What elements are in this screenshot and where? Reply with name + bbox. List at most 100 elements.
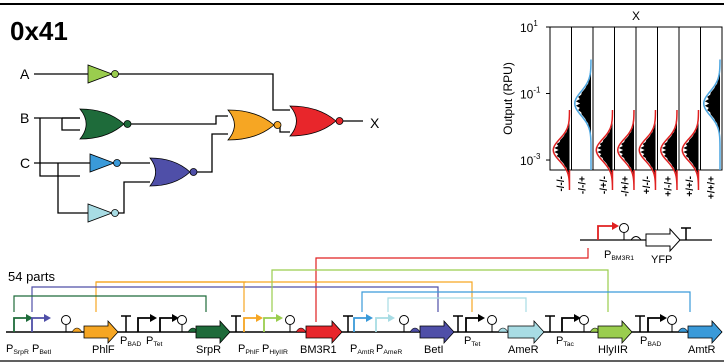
page-title: 0x41 bbox=[10, 16, 68, 46]
promoter-arrowhead bbox=[172, 314, 179, 322]
promoter-arrowhead bbox=[256, 314, 263, 322]
fitted-distribution bbox=[573, 59, 592, 171]
state-label: +/-/+ bbox=[663, 176, 674, 197]
inversion-bubble bbox=[123, 120, 132, 128]
input-b-label: B bbox=[20, 110, 29, 126]
nor-gate-dark-green bbox=[79, 108, 132, 140]
construct-label: AmtR bbox=[688, 344, 716, 356]
gate-body bbox=[87, 64, 114, 84]
histogram-panel: X Output (RPU) 101 10-1 10-3 -/-/- -/-/+ -/+/- -… bbox=[501, 9, 723, 199]
wire bbox=[39, 118, 80, 177]
construct-label: PPhlF bbox=[238, 343, 259, 356]
construct-label: PhlF bbox=[92, 344, 115, 356]
histogram-distribution bbox=[640, 118, 656, 183]
construct-label: BM3R1 bbox=[300, 344, 337, 356]
histogram-distribution bbox=[661, 118, 677, 183]
wire bbox=[61, 118, 80, 131]
fitted-distribution bbox=[552, 110, 571, 191]
parts-count-label: 54 parts bbox=[8, 269, 55, 284]
histogram-distribution bbox=[683, 118, 699, 183]
promoter-arrowhead bbox=[276, 314, 283, 322]
ribozyme-icon bbox=[399, 315, 409, 325]
construct-label: PHlyIIR bbox=[262, 343, 288, 356]
y-tick-label: 10-1 bbox=[520, 86, 541, 102]
rbs-icon bbox=[295, 327, 307, 333]
state-label: -/+/- bbox=[599, 176, 610, 194]
promoter-arrowhead bbox=[660, 314, 667, 322]
rbs-icon bbox=[497, 327, 509, 333]
output-module: PBM3R1 YFP bbox=[580, 222, 712, 266]
inversion-bubble bbox=[111, 70, 119, 78]
promoter-arrow bbox=[263, 317, 276, 332]
rbs-icon bbox=[677, 327, 689, 333]
not-gate-a bbox=[87, 64, 119, 84]
wire bbox=[110, 73, 290, 111]
nor-gate-purple bbox=[149, 157, 198, 187]
state-label: -/-/+ bbox=[577, 176, 588, 194]
histogram-distribution bbox=[618, 118, 634, 183]
regulation-line bbox=[95, 281, 473, 312]
rbs-icon bbox=[630, 236, 642, 241]
fitted-distribution bbox=[659, 110, 678, 191]
state-label: -/-/- bbox=[556, 176, 567, 192]
fitted-distribution bbox=[638, 110, 657, 191]
gene-amer bbox=[507, 319, 545, 345]
output-x-label: X bbox=[370, 115, 380, 131]
gate-body bbox=[79, 108, 125, 140]
regulation-line bbox=[315, 248, 589, 322]
promoter-arrow bbox=[597, 225, 612, 240]
construct-label: PAmtR bbox=[350, 343, 374, 356]
promoter-arrowhead bbox=[366, 314, 373, 322]
promoter-arrowhead bbox=[612, 222, 619, 230]
y-axis-label: Output (RPU) bbox=[501, 62, 515, 135]
promoter-arrow bbox=[31, 317, 44, 332]
promoter-arrow bbox=[13, 317, 26, 332]
construct-label: PTac bbox=[556, 335, 575, 348]
construct-label: PBAD bbox=[640, 335, 661, 348]
wire bbox=[114, 181, 150, 214]
not-gate-light-blue bbox=[87, 203, 119, 223]
promoter-arrowhead bbox=[478, 314, 485, 322]
promoter-arrowhead bbox=[574, 314, 581, 322]
fitted-distribution bbox=[616, 110, 635, 191]
construct-label: PTet bbox=[464, 335, 481, 348]
rbs-icon bbox=[71, 327, 83, 333]
gate-body bbox=[289, 105, 337, 137]
histogram-distribution bbox=[597, 118, 613, 183]
gate-body bbox=[89, 153, 116, 173]
construct-label: BetI bbox=[424, 344, 444, 356]
regulation-line bbox=[13, 295, 207, 312]
histogram-distribution bbox=[575, 68, 591, 139]
inversion-bubble bbox=[111, 209, 119, 217]
construct-label: SrpR bbox=[196, 344, 221, 356]
regulation-line bbox=[387, 297, 527, 312]
input-a-label: A bbox=[20, 66, 30, 82]
gate-body bbox=[149, 157, 191, 187]
ribozyme-icon bbox=[579, 315, 589, 325]
promoter-arrowhead bbox=[150, 314, 157, 322]
gene-srpr bbox=[195, 319, 231, 345]
wire bbox=[190, 133, 228, 173]
state-label: -/+/+ bbox=[620, 176, 631, 197]
construct-label: PBAD bbox=[120, 335, 141, 348]
ribozyme-icon bbox=[619, 223, 629, 233]
construct-label: PTet bbox=[146, 335, 163, 348]
promoter-arrow bbox=[243, 317, 256, 332]
ribozyme-icon bbox=[667, 315, 677, 325]
regulation-line bbox=[271, 269, 609, 312]
y-tick-label: 10-3 bbox=[520, 152, 541, 168]
gene-bm3r1 bbox=[305, 319, 343, 345]
logic-circuit: A B C X bbox=[20, 64, 380, 223]
promoter-arrowhead bbox=[388, 314, 395, 322]
promoter-arrow bbox=[159, 317, 172, 332]
reporter-label: YFP bbox=[651, 254, 672, 266]
promoter-arrowhead bbox=[44, 314, 51, 322]
construct-label: AmeR bbox=[508, 344, 539, 356]
output-promoter-label: PBM3R1 bbox=[604, 249, 634, 262]
histogram-distribution bbox=[704, 68, 720, 139]
ribozyme-icon bbox=[487, 315, 497, 325]
fitted-distribution bbox=[595, 110, 614, 191]
ribozyme-icon bbox=[285, 315, 295, 325]
not-gate-blue bbox=[89, 153, 121, 173]
